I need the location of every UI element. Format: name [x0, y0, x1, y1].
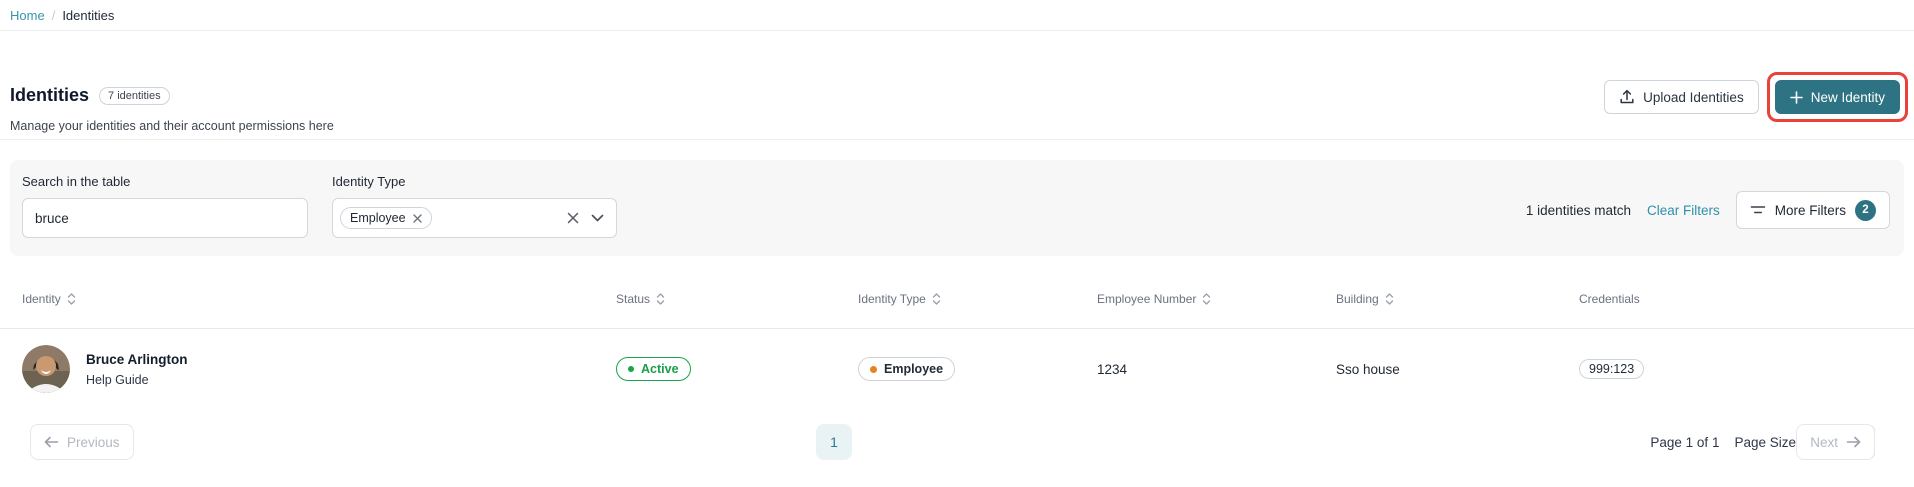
- column-header-building[interactable]: Building: [1336, 292, 1579, 306]
- search-input[interactable]: [22, 198, 308, 238]
- more-filters-button[interactable]: More Filters 2: [1735, 191, 1890, 229]
- building-cell: Sso house: [1336, 361, 1400, 377]
- page-title: Identities: [10, 85, 90, 105]
- sort-icon: [656, 293, 665, 305]
- clear-select-icon[interactable]: [567, 212, 579, 224]
- more-filters-label: More Filters: [1774, 202, 1846, 218]
- page-info-text: Page 1 of 1: [1650, 434, 1720, 450]
- status-badge: Active: [616, 357, 691, 381]
- column-label: Identity: [22, 292, 61, 306]
- column-label: Credentials: [1579, 292, 1640, 306]
- breadcrumb-home-link[interactable]: Home: [10, 7, 45, 23]
- plus-icon: [1789, 90, 1803, 104]
- previous-page-button[interactable]: Previous: [30, 424, 134, 460]
- sort-icon: [932, 293, 941, 305]
- column-label: Identity Type: [858, 292, 926, 306]
- table-header-row: Identity Status Identity Type Employee N…: [0, 258, 1914, 329]
- identities-match-text: 1 identities match: [1525, 202, 1631, 218]
- search-filter-group: Search in the table: [22, 174, 308, 238]
- page-header: Identities 7 identities Manage your iden…: [0, 31, 1914, 140]
- filter-right-cluster: 1 identities match Clear Filters More Fi…: [1526, 190, 1890, 230]
- identity-type-select[interactable]: Employee: [332, 198, 617, 238]
- chevron-down-icon[interactable]: [591, 214, 604, 222]
- upload-identities-button[interactable]: Upload Identities: [1604, 80, 1759, 114]
- column-label: Employee Number: [1097, 292, 1197, 306]
- upload-identities-label: Upload Identities: [1643, 89, 1744, 105]
- sort-icon: [67, 293, 75, 305]
- credential-pill: 999:123: [1579, 359, 1645, 379]
- upload-icon: [1619, 89, 1635, 105]
- avatar: [22, 345, 70, 393]
- current-page-button[interactable]: 1: [816, 424, 852, 460]
- identity-type-value: Employee: [884, 362, 944, 376]
- pagination: Previous 1 Page 1 of 1 Page Size 25 Next: [0, 424, 1914, 460]
- column-header-identity[interactable]: Identity: [22, 292, 616, 306]
- arrow-right-icon: [1846, 436, 1861, 448]
- breadcrumb-current: Identities: [62, 7, 115, 23]
- select-icons: [567, 212, 604, 224]
- new-identity-button[interactable]: New Identity: [1774, 80, 1900, 114]
- filter-panel: Search in the table Identity Type Employ…: [10, 160, 1904, 256]
- filter-lines-icon: [1750, 204, 1766, 216]
- identity-count-badge: 7 identities: [99, 86, 170, 105]
- next-label: Next: [1810, 434, 1838, 450]
- identity-type-badge: Employee: [858, 357, 956, 381]
- identity-type-dot-icon: [870, 365, 877, 373]
- new-identity-label: New Identity: [1810, 89, 1885, 105]
- column-header-status[interactable]: Status: [616, 292, 858, 306]
- chip-remove-icon[interactable]: [412, 213, 422, 223]
- identity-name[interactable]: Bruce Arlington: [86, 351, 188, 367]
- employee-filter-chip[interactable]: Employee: [340, 207, 432, 229]
- pagination-right-cluster: Page 1 of 1 Page Size 25 Next: [1650, 424, 1875, 460]
- identity-type-cell: Employee: [858, 357, 1097, 381]
- column-header-identity-type[interactable]: Identity Type: [858, 292, 1097, 306]
- arrow-left-icon: [44, 436, 59, 448]
- column-header-credentials: Credentials: [1579, 292, 1914, 306]
- breadcrumb: Home / Identities: [0, 0, 1914, 31]
- status-dot-icon: [628, 366, 634, 372]
- identity-cell: Bruce Arlington Help Guide: [22, 345, 616, 393]
- identity-type-label: Identity Type: [332, 174, 406, 189]
- column-header-employee-number[interactable]: Employee Number: [1097, 292, 1336, 306]
- status-label: Active: [641, 362, 679, 376]
- title-row: Identities 7 identities: [10, 85, 170, 106]
- header-actions: Upload Identities New Identity: [1604, 72, 1908, 122]
- column-label: Building: [1336, 292, 1379, 306]
- next-page-button[interactable]: Next: [1796, 424, 1875, 460]
- page-size-label: Page Size: [1734, 434, 1796, 450]
- page-subtitle: Manage your identities and their account…: [10, 119, 334, 133]
- sort-icon: [1203, 293, 1211, 305]
- employee-chip-label: Employee: [350, 211, 406, 225]
- new-identity-highlight-box: New Identity: [1766, 72, 1908, 122]
- column-label: Status: [616, 292, 651, 306]
- identity-type-filter-group: Identity Type Employee: [332, 174, 617, 238]
- table-row[interactable]: Bruce Arlington Help Guide Active Employ…: [0, 329, 1914, 409]
- breadcrumb-separator: /: [51, 7, 56, 23]
- identities-table: Identity Status Identity Type Employee N…: [0, 258, 1914, 409]
- more-filters-count-badge: 2: [1855, 199, 1876, 221]
- previous-label: Previous: [67, 434, 120, 450]
- credentials-cell: 999:123: [1579, 359, 1914, 379]
- employee-number-cell: 1234: [1097, 361, 1128, 377]
- sort-icon: [1385, 293, 1393, 305]
- status-cell: Active: [616, 357, 858, 381]
- search-label: Search in the table: [22, 174, 131, 189]
- identity-subtitle: Help Guide: [86, 372, 149, 387]
- clear-filters-link[interactable]: Clear Filters: [1646, 202, 1720, 218]
